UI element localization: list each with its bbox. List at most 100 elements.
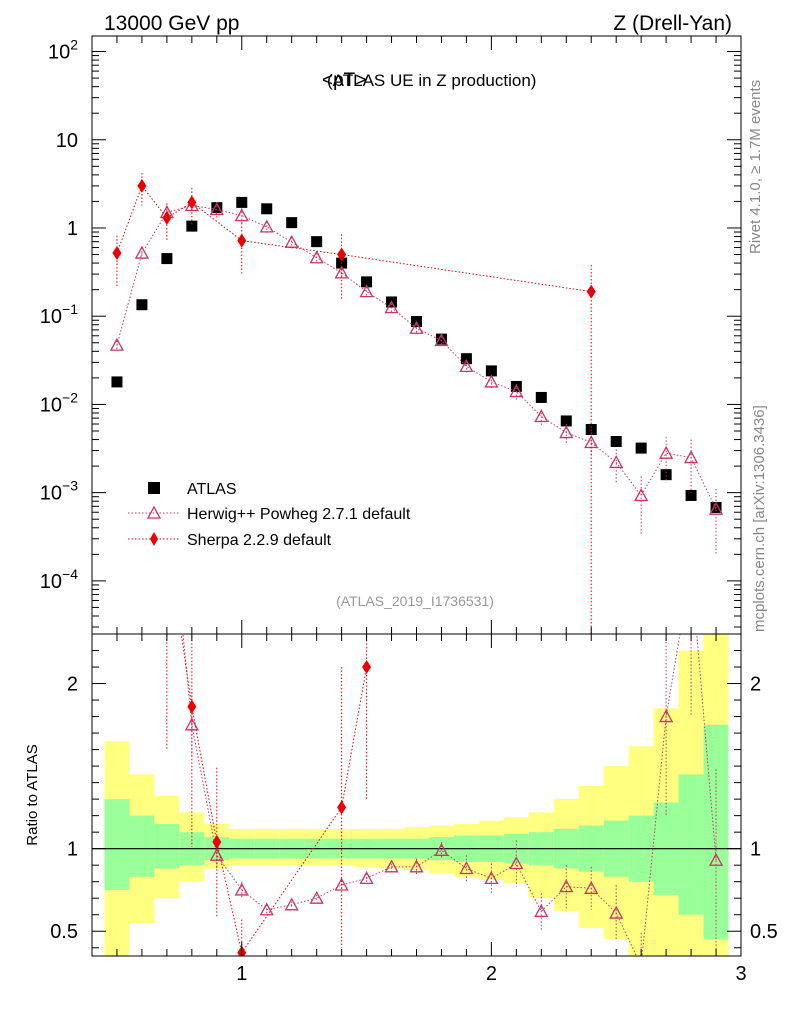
y-tick-label: 10−2	[40, 389, 78, 416]
ratio-point-herwig	[434, 842, 449, 856]
point-herwig	[609, 455, 624, 469]
point-sherpa	[586, 284, 596, 299]
point-herwig	[559, 425, 574, 439]
legend-label-atlas: ATLAS	[187, 481, 237, 498]
ratio-point-herwig	[559, 879, 574, 893]
ratio-point-herwig	[184, 717, 199, 731]
ratio-point-herwig	[685, 562, 697, 573]
point-atlas	[685, 489, 697, 501]
point-herwig	[683, 450, 699, 464]
header-left: 13000 GeV pp	[104, 12, 239, 35]
ratio-point-herwig	[234, 882, 249, 896]
ratio-point-herwig	[136, 372, 148, 383]
point-atlas	[161, 253, 173, 265]
y-tick-label: 10−3	[40, 478, 78, 505]
ratio-line-1	[180, 634, 368, 954]
y-tick-label: 10	[56, 130, 78, 152]
point-sherpa	[237, 233, 247, 248]
point-herwig	[259, 219, 274, 233]
ratio-point-herwig	[659, 709, 674, 723]
point-herwig	[284, 234, 299, 248]
point-atlas	[485, 365, 497, 377]
point-herwig	[584, 435, 599, 449]
point-atlas	[460, 353, 472, 365]
band-inner	[104, 799, 130, 890]
band-inner	[154, 823, 180, 869]
point-sherpa	[162, 210, 172, 225]
legend-marker-atlas	[148, 482, 160, 494]
x-tick-label: 1	[236, 963, 247, 985]
ratio-point-sherpa	[337, 800, 347, 815]
ratio-y-tick-label-right: 2	[750, 674, 761, 696]
point-atlas	[136, 299, 148, 311]
y-tick-exponent: 2	[70, 37, 78, 53]
point-atlas	[560, 415, 572, 427]
mcplots-label: mcplots.cern.ch [arXiv:1306.3436]	[751, 405, 768, 632]
point-herwig	[659, 445, 674, 459]
legend-marker-sherpa	[150, 532, 158, 546]
main-subtitle: (ATLAS UE in Z production)	[327, 71, 536, 90]
ratio-y-tick-label: 2	[67, 674, 78, 696]
point-herwig	[708, 501, 724, 515]
x-tick-label: 2	[486, 963, 497, 985]
point-herwig	[309, 250, 324, 264]
legend-label-sherpa: Sherpa 2.2.9 default	[187, 532, 332, 549]
main-title: <pT>	[322, 70, 366, 91]
point-herwig	[534, 409, 549, 423]
ratio-point-herwig	[359, 871, 374, 885]
ratio-point-sherpa	[212, 835, 222, 850]
ratio-point-herwig	[584, 880, 599, 894]
point-atlas	[111, 376, 123, 388]
band-inner	[129, 815, 155, 877]
ratio-point-herwig	[609, 905, 624, 919]
ratio-point-herwig	[708, 852, 724, 866]
point-herwig	[484, 374, 499, 388]
ratio-point-herwig	[284, 897, 299, 911]
x-tick-label: 3	[735, 963, 746, 985]
point-herwig	[359, 284, 374, 298]
ratio-y-tick-label: 0.5	[50, 921, 78, 943]
point-atlas	[236, 196, 248, 208]
y-tick-exponent: −4	[62, 566, 78, 582]
ratio-point-sherpa	[162, 528, 171, 542]
point-herwig	[184, 198, 199, 212]
ratio-point-herwig	[161, 463, 173, 474]
point-sherpa	[112, 246, 122, 261]
point-herwig	[134, 245, 150, 259]
analysis-watermark: (ATLAS_2019_I1736531)	[336, 593, 494, 609]
ratio-point-herwig	[484, 871, 499, 885]
point-atlas	[635, 442, 647, 454]
y-tick-label: 10−4	[40, 566, 78, 593]
ratio-point-herwig	[384, 859, 399, 873]
point-atlas	[660, 469, 672, 481]
ratio-y-tick-label: 1	[67, 839, 78, 861]
point-herwig	[634, 488, 649, 502]
legend-marker-herwig	[146, 505, 162, 519]
point-atlas	[286, 217, 298, 229]
ratio-point-herwig	[334, 877, 349, 891]
band-inner	[678, 774, 704, 915]
point-atlas	[585, 423, 597, 435]
legend: ATLAS Herwig++ Powheg 2.7.1 default Sher…	[128, 481, 411, 549]
series-line-1	[116, 204, 717, 510]
point-herwig	[509, 384, 524, 398]
point-atlas	[186, 220, 198, 232]
ratio-ylabel: Ratio to ATLAS	[24, 744, 41, 845]
point-herwig	[434, 333, 449, 347]
rivet-label: Rivet 4.1.0, ≥ 1.7M events	[747, 80, 764, 254]
ratio-point-herwig	[534, 904, 549, 918]
point-herwig	[334, 265, 349, 279]
y-tick-exponent: −1	[62, 301, 78, 317]
point-sherpa	[137, 178, 147, 193]
ratio-point-sherpa	[187, 699, 197, 714]
y-tick-label: 102	[48, 37, 78, 64]
point-herwig	[109, 337, 125, 351]
point-atlas	[535, 391, 547, 403]
y-tick-exponent: −2	[62, 389, 78, 405]
ratio-point-herwig	[459, 861, 474, 875]
point-atlas	[311, 236, 323, 248]
point-atlas	[211, 202, 223, 214]
ratio-y-tick-label-right: 1	[750, 839, 761, 861]
ratio-point-herwig	[409, 859, 424, 873]
